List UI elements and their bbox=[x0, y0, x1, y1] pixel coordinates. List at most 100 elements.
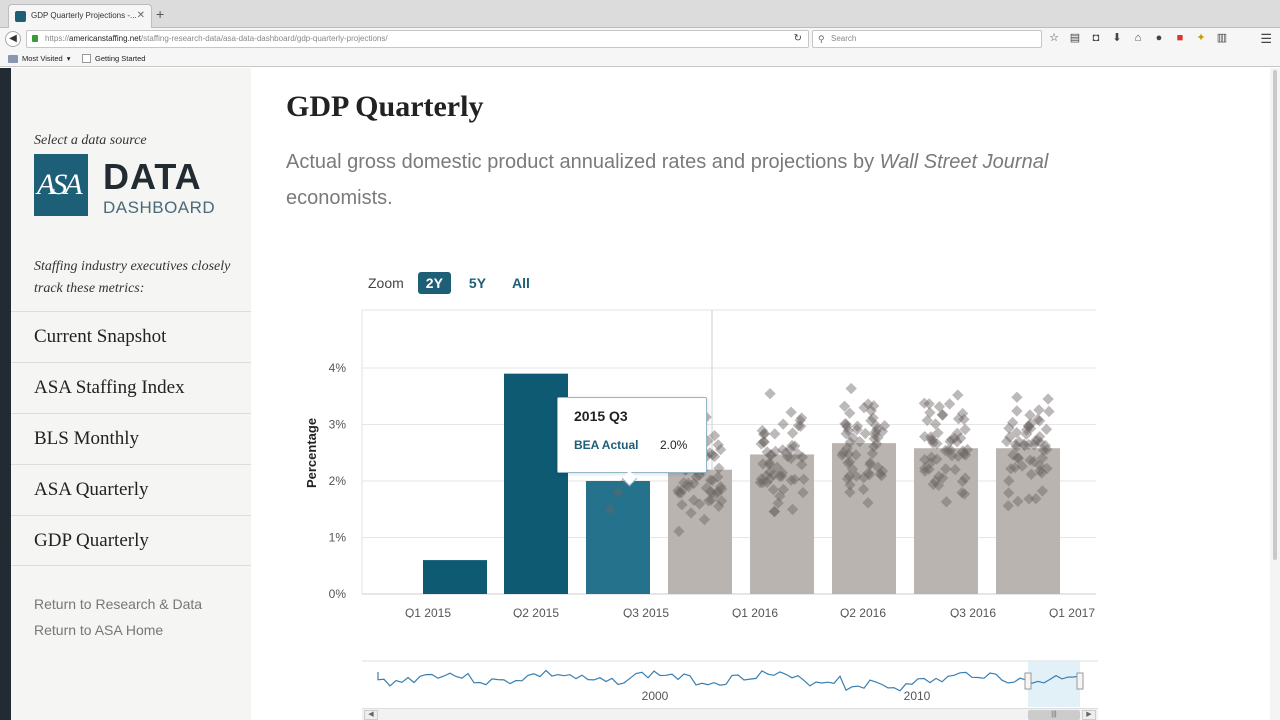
projection-point bbox=[1001, 435, 1013, 448]
hamburger-menu-icon[interactable]: ☰ bbox=[1260, 31, 1272, 46]
sidebar-links: Return to Research & Data Return to ASA … bbox=[34, 591, 202, 643]
sidebar-item-asa-quarterly[interactable]: ASA Quarterly bbox=[11, 464, 251, 515]
bar-2016-q3 bbox=[914, 448, 978, 594]
bar-2016-q1 bbox=[750, 454, 814, 594]
page-scroll-thumb[interactable] bbox=[1273, 70, 1277, 560]
sidebar-note: Staffing industry executives closely tra… bbox=[34, 259, 231, 296]
search-icon: ⚲ bbox=[818, 34, 825, 44]
projection-point bbox=[1037, 444, 1050, 456]
sidebar-item-current-snapshot[interactable]: Current Snapshot bbox=[11, 311, 251, 362]
bookmark-star-icon[interactable]: ☆ bbox=[1049, 32, 1059, 44]
projection-point bbox=[795, 420, 807, 432]
projection-point bbox=[942, 444, 954, 456]
home-icon[interactable]: ⌂ bbox=[1134, 32, 1142, 44]
return-home-link[interactable]: Return to ASA Home bbox=[34, 622, 164, 638]
toolbar-icons: ☆ ▤ ◘ ⬇ ⌂ ● ■ ✦ ▥ bbox=[1047, 31, 1229, 47]
return-research-link[interactable]: Return to Research & Data bbox=[34, 596, 203, 612]
page-subtitle: Actual gross domestic product annualized… bbox=[286, 144, 1066, 216]
bookmark-getting-started[interactable]: Getting Started bbox=[82, 50, 145, 67]
projection-point bbox=[706, 449, 719, 461]
projection-point bbox=[837, 447, 849, 459]
pocket-icon[interactable]: ◘ bbox=[1092, 32, 1100, 44]
projection-point bbox=[845, 382, 857, 395]
extension-puzzle-icon[interactable]: ✦ bbox=[1196, 32, 1206, 44]
scroll-right-icon[interactable]: ▶ bbox=[1082, 710, 1096, 720]
projection-point bbox=[713, 500, 725, 512]
projection-point bbox=[841, 473, 854, 485]
x-tick-label: Q3 2015 bbox=[623, 606, 669, 618]
page-scrollbar[interactable] bbox=[1270, 68, 1280, 720]
projection-point bbox=[786, 427, 799, 439]
projection-point bbox=[846, 463, 859, 475]
select-source-label: Select a data source bbox=[34, 133, 147, 148]
projection-point bbox=[767, 469, 780, 481]
sidebar-item-asa-staffing-index[interactable]: ASA Staffing Index bbox=[11, 362, 251, 413]
chat-icon[interactable]: ● bbox=[1155, 32, 1163, 44]
gdp-chart[interactable]: 0% 1% 2% 3% 4% Percentage Q1 2015 Q2 2015 Q3 201… bbox=[300, 308, 1100, 618]
close-icon[interactable]: ✕ bbox=[136, 10, 145, 21]
chart-navigator[interactable]: 2000 2010 ◀ ||| ▶ bbox=[362, 660, 1098, 720]
projection-point bbox=[755, 473, 768, 485]
x-tick-label: Q2 2016 bbox=[840, 606, 886, 618]
projection-point bbox=[774, 490, 786, 502]
projection-point bbox=[862, 467, 875, 479]
projection-point bbox=[706, 474, 719, 487]
new-tab-icon[interactable]: + bbox=[156, 6, 165, 22]
projection-point bbox=[1011, 391, 1023, 403]
projection-point bbox=[957, 445, 969, 457]
logo-data-text: DATA bbox=[103, 156, 202, 197]
projection-point bbox=[959, 472, 971, 484]
projection-point bbox=[874, 468, 886, 480]
sidebar-item-bls-monthly[interactable]: BLS Monthly bbox=[11, 413, 251, 464]
projection-point bbox=[939, 444, 952, 457]
reload-icon[interactable]: ↻ bbox=[793, 33, 802, 44]
clipboard-icon[interactable]: ▤ bbox=[1069, 32, 1081, 44]
projection-point bbox=[604, 503, 616, 515]
projection-point bbox=[1025, 468, 1037, 480]
bookmarks-bar: Most Visited ▾ Getting Started bbox=[0, 50, 1280, 67]
projection-point bbox=[771, 461, 783, 473]
url-bar[interactable]: https://americanstaffing.net/staffing-re… bbox=[26, 30, 809, 48]
projection-point bbox=[927, 478, 940, 491]
y-axis-title: Percentage bbox=[304, 418, 319, 488]
projection-point bbox=[776, 467, 789, 479]
navigator-scrollbar[interactable]: ◀ ||| ▶ bbox=[362, 708, 1098, 720]
projection-point bbox=[756, 424, 768, 437]
navigator-series-line bbox=[377, 669, 1081, 692]
chevron-down-icon: ▾ bbox=[66, 54, 71, 63]
sidebar-item-gdp-quarterly[interactable]: GDP Quarterly bbox=[0, 515, 251, 566]
download-icon[interactable]: ⬇ bbox=[1112, 32, 1122, 44]
search-input[interactable]: ⚲ Search bbox=[812, 30, 1042, 48]
bookmark-most-visited[interactable]: Most Visited ▾ bbox=[8, 50, 70, 67]
bookmark-label: Most Visited bbox=[22, 54, 63, 63]
projection-point bbox=[919, 430, 931, 443]
zoom-2y-button[interactable]: 2Y bbox=[417, 272, 451, 294]
asa-logo-mark[interactable]: ASA bbox=[34, 154, 88, 216]
zoom-5y-button[interactable]: 5Y bbox=[468, 275, 487, 291]
browser-tab[interactable]: GDP Quarterly Projections -... ✕ bbox=[8, 4, 152, 28]
y-tick-label: 4% bbox=[329, 361, 347, 375]
projection-point bbox=[919, 453, 931, 466]
projection-point bbox=[952, 450, 964, 463]
search-placeholder: Search bbox=[831, 34, 857, 43]
scroll-thumb[interactable]: ||| bbox=[1028, 710, 1080, 720]
projection-point bbox=[786, 503, 799, 516]
browser-nav-bar: ◀ https://americanstaffing.net/staffing-… bbox=[0, 28, 1280, 50]
projection-point bbox=[794, 414, 806, 427]
y-tick-label: 2% bbox=[329, 474, 347, 488]
projection-point bbox=[676, 499, 688, 511]
projection-point bbox=[1010, 441, 1023, 453]
zoom-all-button[interactable]: All bbox=[512, 275, 530, 291]
scroll-left-icon[interactable]: ◀ bbox=[364, 710, 378, 720]
navigator-svg: 2000 2010 bbox=[362, 660, 1098, 707]
extension-doc-icon[interactable]: ▥ bbox=[1216, 32, 1228, 44]
projection-point bbox=[715, 481, 727, 493]
back-arrow-icon[interactable]: ◀ bbox=[5, 31, 21, 47]
logo-dashboard-text: DASHBOARD bbox=[103, 198, 216, 217]
projection-point bbox=[758, 436, 770, 448]
projection-point bbox=[712, 439, 724, 451]
projection-point bbox=[780, 446, 792, 459]
projection-point bbox=[682, 477, 695, 489]
projection-point bbox=[672, 484, 684, 497]
extension-red-icon[interactable]: ■ bbox=[1176, 32, 1184, 44]
